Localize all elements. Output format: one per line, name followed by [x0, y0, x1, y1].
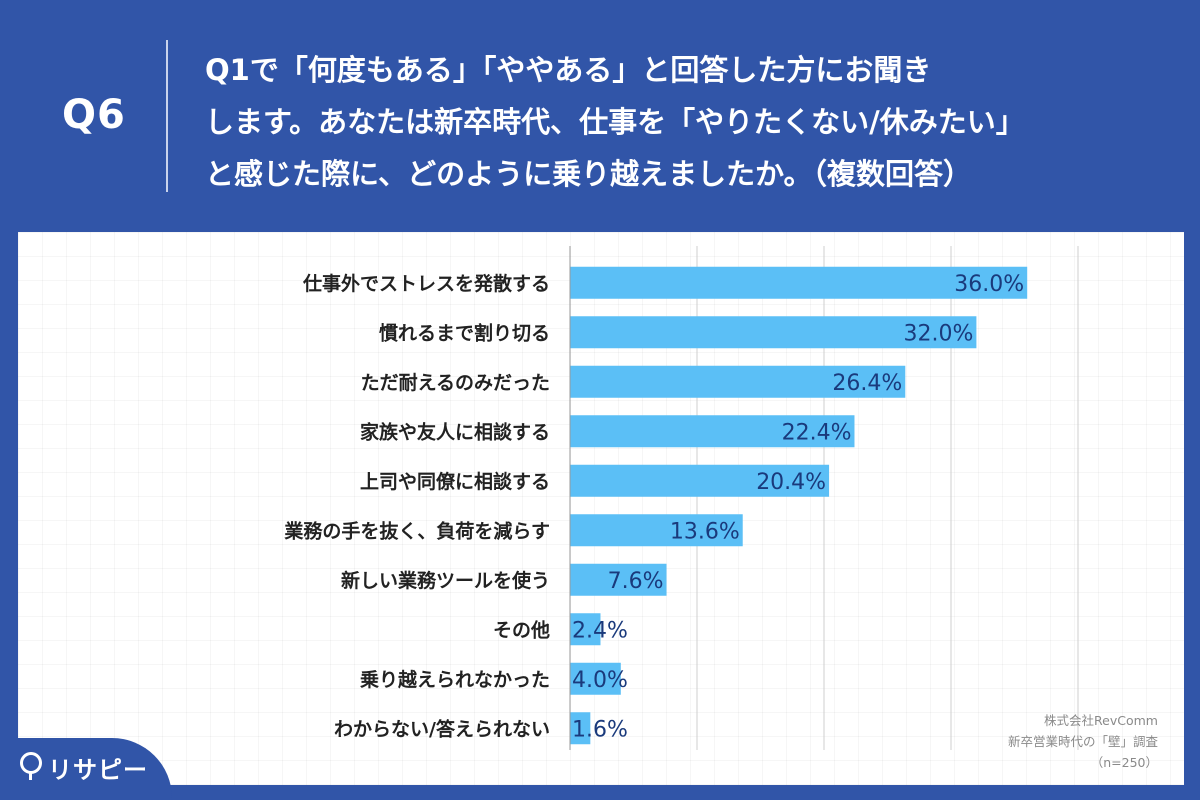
bar [570, 514, 743, 547]
value-label: 4.0% [572, 668, 628, 693]
value-label: 1.6% [572, 717, 628, 742]
value-label: 36.0% [954, 272, 1024, 297]
bar [570, 563, 667, 596]
value-label: 2.4% [572, 618, 628, 643]
category-label: その他 [493, 618, 550, 641]
value-label: 22.4% [782, 420, 852, 445]
logo: リサピー [48, 756, 148, 784]
value-label: 20.4% [756, 470, 826, 495]
value-label: 26.4% [832, 371, 902, 396]
category-label: 仕事外でストレスを発散する [302, 272, 550, 295]
category-label: 業務の手を抜く、負荷を減らす [283, 519, 550, 542]
category-label: 新しい業務ツールを使う [341, 569, 550, 592]
category-label: 乗り越えられなかった [360, 668, 550, 691]
question-text: Q1で「何度もある」「ややある」と回答した方にお聞き します。あなたは新卒時代、… [205, 44, 1165, 200]
question-line: と感じた際に、どのように乗り越えましたか。（複数回答） [205, 157, 973, 191]
bar [570, 712, 591, 745]
category-label: 慣れるまで割り切る [379, 321, 550, 344]
bar [570, 266, 1028, 299]
question-line: Q1で「何度もある」「ややある」と回答した方にお聞き [205, 53, 932, 87]
credit-survey: 新卒営業時代の「壁」調査 [1007, 734, 1158, 749]
survey-credit: 株式会社RevComm 新卒営業時代の「壁」調査 （n=250） [1008, 710, 1158, 773]
bar [570, 464, 830, 497]
value-label: 13.6% [670, 519, 740, 544]
value-label: 7.6% [608, 569, 664, 594]
logo-pin-icon [20, 752, 42, 780]
bar-chart: 仕事外でストレスを発散する 36.0% 慣れるまで割り切る 32.0% ただ耐えるのみだ… [283, 246, 1079, 750]
credit-company: 株式会社RevComm [1044, 713, 1158, 728]
value-label: 32.0% [904, 321, 974, 346]
question-number: Q6 [62, 92, 126, 138]
category-label: ただ耐えるのみだった [361, 372, 550, 394]
bar [570, 613, 601, 646]
bar [570, 415, 855, 448]
credit-sample: （n=250） [1090, 755, 1158, 770]
bar [570, 662, 621, 695]
question-header: Q6 Q1で「何度もある」「ややある」と回答した方にお聞き します。あなたは新卒… [0, 0, 1200, 232]
header-divider [166, 40, 168, 192]
category-label: 家族や友人に相談する [360, 420, 550, 443]
question-line: します。あなたは新卒時代、仕事を「やりたくない/休みたい」 [205, 105, 1025, 139]
category-label: わからない/答えられない [334, 717, 550, 740]
chart-panel: 仕事外でストレスを発散する 36.0% 慣れるまで割り切る 32.0% ただ耐えるのみだ… [18, 232, 1184, 785]
bar [570, 316, 977, 349]
bar [570, 365, 906, 398]
category-label: 上司や同僚に相談する [360, 470, 550, 493]
